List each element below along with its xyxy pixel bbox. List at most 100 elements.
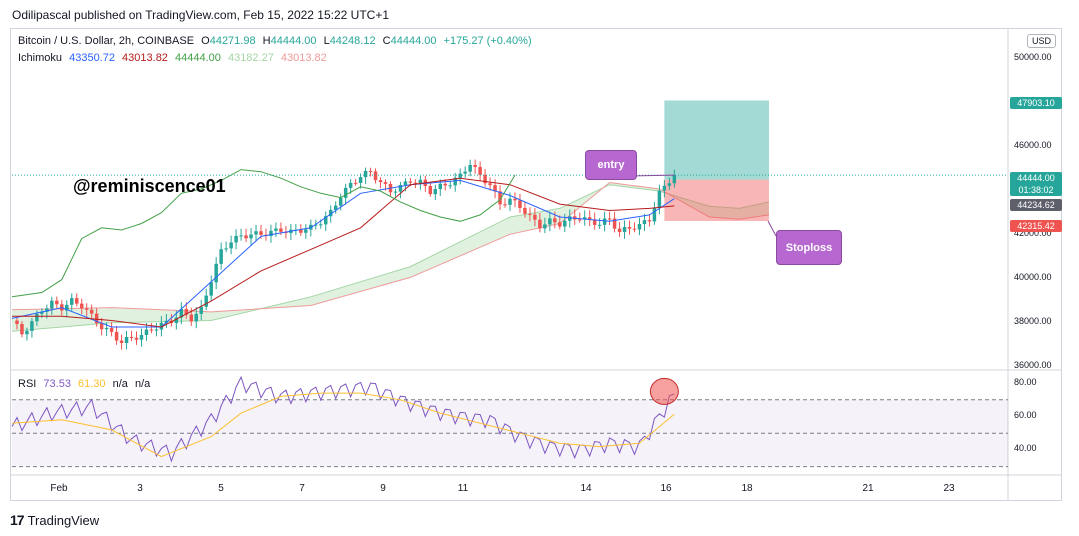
candle-body [199, 306, 203, 314]
price-tick-46000: 46000.00 [1014, 140, 1052, 150]
candle-body [383, 182, 388, 184]
price-tick-50000: 50000.00 [1014, 52, 1052, 62]
candle-body [488, 183, 492, 186]
candle-body [179, 309, 184, 318]
candle-body [418, 179, 423, 183]
symbol-name[interactable]: Bitcoin / U.S. Dollar, 2h, COINBASE [18, 35, 195, 47]
candle-body [508, 198, 512, 205]
candle-body [89, 309, 94, 314]
candle-body [513, 198, 517, 201]
candle-body [333, 205, 338, 210]
candle-body [224, 248, 228, 250]
chart-frame [10, 28, 1062, 501]
candle-body [274, 228, 278, 231]
candle-body [74, 298, 79, 304]
ichimoku-chikou-value: 44444.00 [175, 52, 221, 64]
rsi-value: 73.53 [43, 378, 71, 390]
candle-body [343, 187, 348, 198]
candle-body [548, 218, 552, 225]
candle-body [214, 263, 218, 283]
candle-body [25, 330, 29, 335]
entry-pointer [629, 174, 675, 177]
candle-body [483, 174, 487, 184]
candle-body [55, 300, 59, 305]
price-tick-36000: 36000.00 [1014, 360, 1052, 370]
candle-body [15, 320, 19, 325]
candle-body [84, 308, 89, 310]
candle-body [249, 234, 253, 239]
candle-body [398, 184, 403, 192]
rsi-tick-40: 40.00 [1014, 443, 1037, 453]
publish-line: Odilipascal published on TradingView.com… [12, 8, 390, 22]
rsi-line [11, 375, 675, 463]
candle-body [558, 222, 562, 227]
ichimoku-cloud [12, 182, 769, 332]
x-tick-9: 9 [380, 483, 386, 494]
currency-badge[interactable]: USD [1027, 34, 1057, 48]
rsi-ma-value: 61.30 [78, 378, 106, 390]
rsi-na-1: n/a [112, 378, 128, 390]
stoploss-pointer [767, 220, 777, 237]
candle-body [219, 249, 223, 264]
candle-body [358, 177, 363, 183]
candle-body [538, 219, 542, 229]
candle-body [368, 170, 373, 172]
candle-body [602, 218, 607, 225]
candle-body [612, 218, 617, 229]
candle-body [50, 300, 54, 309]
rsi-tick-80: 80.00 [1014, 377, 1037, 387]
candle-body [667, 183, 672, 186]
ichimoku-label[interactable]: Ichimoku [18, 52, 63, 64]
candle-body [473, 164, 477, 167]
current-price: 44444.00 [1017, 173, 1055, 183]
candle-body [164, 320, 169, 323]
candle-body [279, 228, 283, 232]
x-tick-11: 11 [457, 483, 469, 494]
candle-body [229, 242, 233, 249]
ohlc-close: C44444.00 [382, 35, 437, 47]
candle-body [493, 185, 497, 192]
candle-body [652, 207, 657, 222]
candle-body [622, 226, 627, 232]
candle-body [323, 216, 328, 225]
candle-body [309, 224, 313, 230]
price-tick-42000: 42000.00 [1014, 228, 1052, 238]
rsi-ma-line [11, 392, 675, 458]
candle-body [637, 224, 642, 230]
ichimoku-kijun-value: 43013.82 [122, 52, 168, 64]
rsi-highlight-circle [649, 377, 679, 405]
entry-callout[interactable]: entry [585, 150, 637, 180]
stoploss-callout[interactable]: Stoploss [776, 230, 842, 265]
ichimoku-span-b [11, 181, 770, 313]
ohlc-open: O44271.98 [201, 35, 256, 47]
candle-body [597, 224, 602, 226]
candle-body [194, 313, 199, 322]
rsi-tick-60: 60.00 [1014, 410, 1037, 420]
candle-body [378, 180, 383, 183]
candle-body [413, 182, 418, 184]
ichimoku-tenkan [11, 179, 675, 328]
candle-body [403, 181, 408, 185]
candle-body [174, 317, 179, 324]
candle-body [304, 229, 308, 233]
candle-body [244, 235, 248, 239]
x-tick-21: 21 [862, 483, 874, 494]
candle-body [528, 213, 532, 215]
candle-body [478, 166, 482, 175]
rsi-legend: RSI 73.53 61.30 n/a n/a [18, 378, 154, 390]
candle-body [592, 219, 597, 225]
rsi-na-2: n/a [134, 378, 151, 390]
candle-body [259, 231, 263, 235]
candle-body [184, 309, 189, 315]
ohlc-low: L44248.12 [323, 35, 376, 47]
ichimoku-span-b-value: 43013.82 [280, 52, 327, 64]
candle-body [443, 183, 448, 186]
bar-countdown: 01:38:02 [1018, 185, 1054, 195]
rsi-label[interactable]: RSI [18, 378, 37, 390]
ichimoku-legend: Ichimoku 43350.72 43013.82 44444.00 4318… [18, 52, 331, 64]
tradingview-brand[interactable]: 17 TradingView [10, 512, 99, 528]
candle-body [119, 340, 124, 344]
candle-body [79, 303, 84, 309]
candle-body [134, 337, 139, 340]
